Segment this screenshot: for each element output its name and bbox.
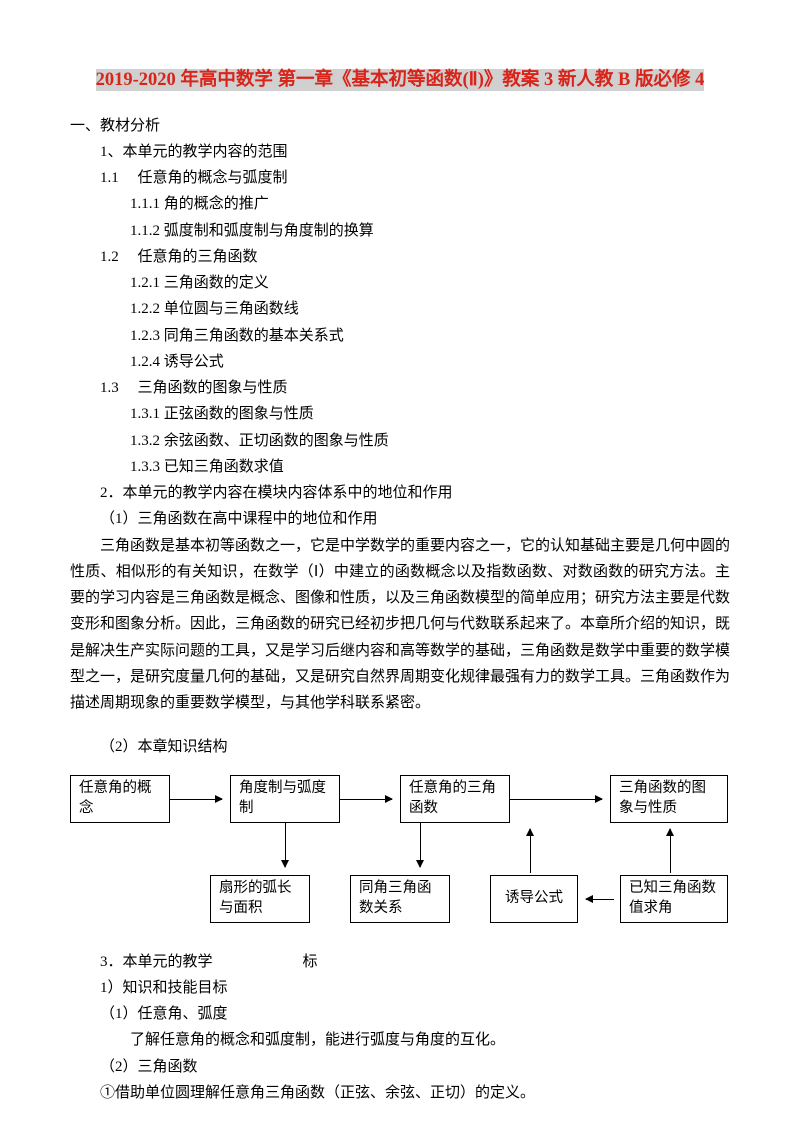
page-title-wrap: 2019-2020 年高中数学 第一章《基本初等函数(Ⅱ)》教案 3 新人教 B… bbox=[70, 60, 730, 101]
section-3-c1: ①借助单位圆理解任意角三角函数（正弦、余弦、正切）的定义。 bbox=[70, 1080, 730, 1106]
item-1-2: 1.2 任意角的三角函数 bbox=[70, 244, 730, 270]
item-1-2-2: 1.2.2 单位圆与三角函数线 bbox=[70, 296, 730, 322]
flow-node-induction: 诱导公式 bbox=[490, 875, 578, 923]
arrow-icon bbox=[586, 899, 614, 900]
section-3: 3．本单元的教学 标 1）知识和技能目标 （1）任意角、弧度 了解任意角的概念和… bbox=[70, 949, 730, 1107]
flow-node-label: 扇形的弧长与面积 bbox=[219, 879, 301, 918]
section-3-b: （1）任意角、弧度 bbox=[70, 1001, 730, 1027]
section-3-a: 1）知识和技能目标 bbox=[70, 975, 730, 1001]
flow-node-identity: 同角三角函数关系 bbox=[350, 875, 450, 923]
item-1-2-3: 1.2.3 同角三角函数的基本关系式 bbox=[70, 323, 730, 349]
section-2-2-heading: （2）本章知识结构 bbox=[70, 734, 730, 760]
item-1-3: 1.3 三角函数的图象与性质 bbox=[70, 375, 730, 401]
item-1-3-2: 1.3.2 余弦函数、正切函数的图象与性质 bbox=[70, 428, 730, 454]
flow-node-label: 已知三角函数值求角 bbox=[629, 879, 719, 918]
flow-node-label: 任意角的三角函数 bbox=[409, 779, 501, 818]
flow-node-label: 诱导公式 bbox=[505, 889, 563, 909]
arrow-icon bbox=[340, 799, 392, 800]
page-title: 2019-2020 年高中数学 第一章《基本初等函数(Ⅱ)》教案 3 新人教 B… bbox=[96, 69, 705, 91]
section-3-b1: 了解任意角的概念和弧度制，能进行弧度与角度的互化。 bbox=[70, 1027, 730, 1053]
scope-heading: 1、本单元的教学内容的范围 bbox=[70, 139, 730, 165]
flowchart: 任意角的概念 角度制与弧度制 任意角的三角函数 三角函数的图象与性质 扇形的弧长… bbox=[70, 775, 730, 955]
item-1-3-1: 1.3.1 正弦函数的图象与性质 bbox=[70, 401, 730, 427]
flow-node-label: 任意角的概念 bbox=[79, 779, 161, 818]
flow-node-arc: 扇形的弧长与面积 bbox=[210, 875, 310, 923]
arrow-icon bbox=[170, 799, 222, 800]
arrow-icon bbox=[285, 823, 286, 867]
section-3-c: （2）三角函数 bbox=[70, 1054, 730, 1080]
section-2-1-body: 三角函数是基本初等函数之一，它是中学数学的重要内容之一，它的认知基础主要是几何中… bbox=[70, 533, 730, 717]
arrow-icon bbox=[420, 823, 421, 867]
flow-node-trig: 任意角的三角函数 bbox=[400, 775, 510, 823]
flow-node-label: 角度制与弧度制 bbox=[239, 779, 331, 818]
item-1-1: 1.1 任意角的概念与弧度制 bbox=[70, 165, 730, 191]
item-1-1-1: 1.1.1 角的概念的推广 bbox=[70, 191, 730, 217]
item-1-1-2: 1.1.2 弧度制和弧度制与角度制的换算 bbox=[70, 218, 730, 244]
arrow-icon bbox=[530, 829, 531, 873]
item-1-2-1: 1.2.1 三角函数的定义 bbox=[70, 270, 730, 296]
item-1-2-4: 1.2.4 诱导公式 bbox=[70, 349, 730, 375]
arrow-icon bbox=[670, 829, 671, 873]
arrow-icon bbox=[510, 799, 602, 800]
item-1-3-3: 1.3.3 已知三角函数求值 bbox=[70, 454, 730, 480]
flow-node-label: 三角函数的图象与性质 bbox=[619, 779, 719, 818]
section-2-heading: 2．本单元的教学内容在模块内容体系中的地位和作用 bbox=[70, 480, 730, 506]
flow-node-concept: 任意角的概念 bbox=[70, 775, 170, 823]
flow-node-solve: 已知三角函数值求角 bbox=[620, 875, 728, 923]
section-2-1-heading: （1）三角函数在高中课程中的地位和作用 bbox=[70, 506, 730, 532]
section-1-heading: 一、教材分析 bbox=[70, 113, 730, 139]
flow-node-graph: 三角函数的图象与性质 bbox=[610, 775, 728, 823]
flow-node-radian: 角度制与弧度制 bbox=[230, 775, 340, 823]
flow-node-label: 同角三角函数关系 bbox=[359, 879, 441, 918]
